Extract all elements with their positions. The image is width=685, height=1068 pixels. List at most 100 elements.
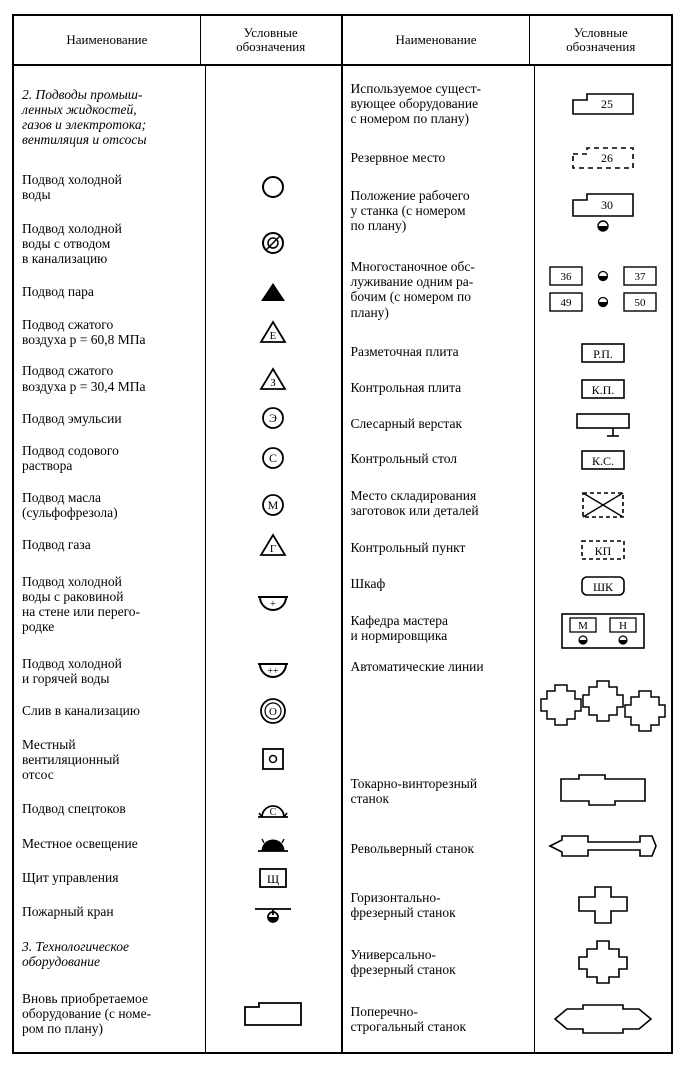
row-label: Местныйвентиляционныйотсос xyxy=(22,727,199,792)
row-label: Токарно-винторезныйстанок xyxy=(351,763,529,820)
rect-30-worker-icon: 30 xyxy=(567,190,639,234)
symbol-wall-sink: + xyxy=(208,561,339,648)
row-label: Горизонтально-фрезерный станок xyxy=(351,877,529,934)
univ-mill-icon xyxy=(573,939,633,985)
right-names: Используемое сущест-вующее оборудованиес… xyxy=(343,66,536,1052)
row-label: Подвод холоднойводы xyxy=(22,164,199,211)
row-label: Подвод сжатоговоздуха p = 60,8 МПа xyxy=(22,308,199,355)
row-label: Положение рабочегоу станка (с номеромпо … xyxy=(351,177,529,245)
symbol-spec-current: С xyxy=(208,792,339,826)
row-label: Поперечно-строгальный станок xyxy=(351,991,529,1048)
symbol-bench xyxy=(537,407,669,443)
symbol-control-table: К.С. xyxy=(537,443,669,479)
header-name-right: Наименование xyxy=(343,16,531,64)
circle-drain-icon xyxy=(259,229,287,257)
symbol-new-equipment xyxy=(208,979,339,1048)
dome-c-icon: С xyxy=(256,799,290,819)
svg-text:36: 36 xyxy=(561,271,573,283)
header-name-left: Наименование xyxy=(14,16,201,64)
row-label: Универсально-фрезерный станок xyxy=(351,934,529,991)
svg-text:О: О xyxy=(269,706,277,718)
symbol-master-desk: М Н xyxy=(537,604,669,658)
svg-text:Е: Е xyxy=(270,330,277,342)
row-label: Подвод спецтоков xyxy=(22,792,199,826)
symbol-shaper xyxy=(537,991,669,1048)
row-label: Пожарный кран xyxy=(22,895,199,929)
symbol-marking-plate: Р.П. xyxy=(537,335,669,371)
row-label: Подвод пара xyxy=(22,276,199,308)
row-label: Подвод эмульсии xyxy=(22,402,199,434)
multi-machine-icon: 36 37 49 50 xyxy=(544,263,662,317)
symbol-storage xyxy=(537,478,669,532)
triangle-z-icon: З xyxy=(259,367,287,391)
row-label: Контрольная плита xyxy=(351,370,529,406)
rect-kpunkt-icon: КП xyxy=(580,539,626,561)
storage-icon xyxy=(580,490,626,520)
symbol-hot-cold: ++ xyxy=(208,647,339,694)
svg-text:26: 26 xyxy=(601,151,613,165)
symbol-soda: С xyxy=(208,435,339,482)
symbol-turret-lathe xyxy=(537,819,669,876)
symbol-control-plate: К.П. xyxy=(537,371,669,407)
svg-text:Э: Э xyxy=(269,411,277,425)
row-label: Резервное место xyxy=(351,138,529,177)
legend-table: Наименование Условныеобозначения 2. Подв… xyxy=(12,14,673,1054)
row-label: Место складированиязаготовок или деталей xyxy=(351,477,529,531)
symbol-oil: М xyxy=(208,481,339,528)
symbol-lathe xyxy=(537,761,669,818)
row-label: Вновь приобретаемоеоборудование (с номе-… xyxy=(22,979,199,1048)
svg-text:37: 37 xyxy=(635,271,647,283)
symbol-vent xyxy=(208,727,339,792)
left-symbols: Е З Э xyxy=(206,66,341,1052)
circle-icon xyxy=(259,173,287,201)
svg-text:++: ++ xyxy=(267,666,279,677)
row-label: Кафедра мастераи нормировщика xyxy=(351,602,529,656)
svg-text:50: 50 xyxy=(635,297,647,309)
circle-m-icon: М xyxy=(259,491,287,519)
symbol-existing-equipment: 25 xyxy=(537,70,669,138)
shaper-icon xyxy=(553,1001,653,1037)
row-label: Используемое сущест-вующее оборудованиес… xyxy=(351,70,529,138)
notched-rect-icon xyxy=(241,999,305,1029)
basin-plusplus-icon: ++ xyxy=(256,660,290,682)
left-column: Наименование Условныеобозначения 2. Подв… xyxy=(14,16,343,1052)
double-circle-o-icon: О xyxy=(259,697,287,725)
section-3-heading: 3. Технологическоеоборудование xyxy=(22,929,199,980)
svg-text:М: М xyxy=(578,620,588,632)
right-header: Наименование Условныеобозначения xyxy=(343,16,672,66)
auto-lines-icon xyxy=(539,677,667,741)
turret-lathe-icon xyxy=(548,830,658,864)
svg-text:К.П.: К.П. xyxy=(592,383,615,397)
svg-text:З: З xyxy=(270,377,276,389)
right-column: Наименование Условныеобозначения Использ… xyxy=(343,16,672,1052)
symbol-control-point: КП xyxy=(537,532,669,568)
row-label: Контрольный стол xyxy=(351,441,529,477)
svg-text:+: + xyxy=(270,599,276,610)
symbol-multi-machine: 36 37 49 50 xyxy=(537,246,669,336)
svg-text:25: 25 xyxy=(601,97,613,111)
svg-text:КП: КП xyxy=(595,544,612,558)
svg-text:С: С xyxy=(269,451,277,465)
symbol-steam xyxy=(208,276,339,308)
row-label: Слесарный верстак xyxy=(351,405,529,441)
section-2-heading: 2. Подводы промыш-ленных жидкостей,газов… xyxy=(22,70,199,164)
header-sym-right: Условныеобозначения xyxy=(530,16,671,64)
header-sym-left: Условныеобозначения xyxy=(201,16,341,64)
rect-shk-icon: ШК xyxy=(580,575,626,597)
svg-text:49: 49 xyxy=(561,297,573,309)
row-label: Многостаночное обс-луживание одним ра-бо… xyxy=(351,245,529,334)
dashed-rect-26-icon: 26 xyxy=(567,144,639,172)
rect-ks-icon: К.С. xyxy=(580,449,626,471)
rect-rp-icon: Р.П. xyxy=(580,342,626,364)
symbol-univ-mill xyxy=(537,933,669,990)
symbol-cold-water-drain xyxy=(208,211,339,276)
rect-shch-icon: Щ xyxy=(258,867,288,889)
fire-valve-icon xyxy=(253,901,293,923)
row-label: Щит управления xyxy=(22,860,199,894)
row-label: Подвод масла(сульфофрезола) xyxy=(22,481,199,528)
symbol-lighting xyxy=(208,826,339,860)
row-label: Шкаф xyxy=(351,566,529,602)
symbol-control-panel: Щ xyxy=(208,860,339,894)
circle-eh-icon: Э xyxy=(259,404,287,432)
row-label: Автоматические линии xyxy=(351,655,529,762)
